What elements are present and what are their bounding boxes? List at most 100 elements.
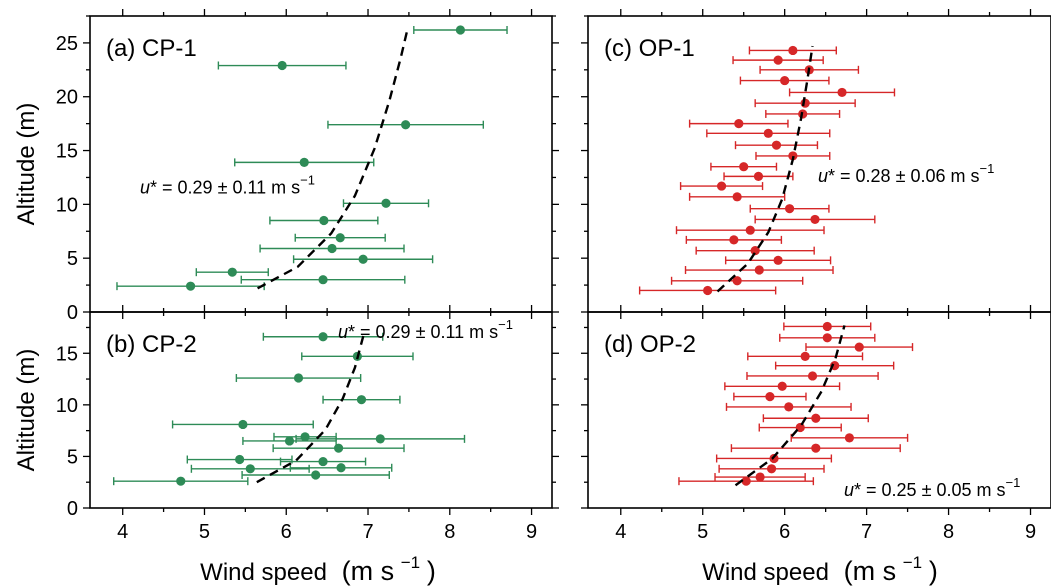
panel-frame bbox=[587, 311, 1051, 509]
data-point bbox=[745, 225, 755, 235]
data-point bbox=[822, 321, 832, 332]
data-point bbox=[300, 432, 310, 442]
panel-b: 4 5 6 7 8 9 0 5 10 15 (b) CP-2 u* = 0.29 ± 0.11 m s… bbox=[56, 305, 559, 543]
data-point bbox=[375, 434, 385, 444]
fit-curve bbox=[734, 325, 846, 487]
data-point bbox=[754, 265, 764, 275]
data-point bbox=[455, 25, 466, 35]
data-point bbox=[811, 413, 821, 423]
y-tick-label: 5 bbox=[67, 248, 78, 270]
data-point bbox=[238, 419, 248, 430]
data-point bbox=[732, 192, 742, 202]
data-point bbox=[750, 246, 760, 256]
ustar-exponent: −1 bbox=[1005, 475, 1020, 490]
data-point bbox=[333, 443, 344, 453]
x-axis-unit-exponent: −1 bbox=[903, 553, 922, 572]
data-point bbox=[765, 391, 775, 402]
panel-d: 4 5 6 7 8 9 (d) OP-2 u* = 0.25 ± 0.05 m s−1 bbox=[581, 305, 1051, 543]
x-tick-label: 5 bbox=[697, 521, 708, 543]
y-tick-label: 15 bbox=[56, 343, 78, 365]
data-point bbox=[766, 464, 777, 474]
data-point bbox=[277, 60, 287, 71]
x-axis-unit-exponent: −1 bbox=[401, 553, 420, 572]
data-point bbox=[807, 371, 818, 381]
x-tick-label: 4 bbox=[117, 521, 128, 543]
data-point bbox=[837, 87, 847, 98]
x-tick-label: 6 bbox=[779, 521, 790, 543]
data-point bbox=[734, 119, 744, 129]
y-tick-label: 10 bbox=[56, 194, 78, 216]
x-axis-label-text: Wind speed bbox=[702, 559, 829, 586]
data-point bbox=[318, 275, 328, 285]
x-axis-label-text: Wind speed bbox=[200, 559, 327, 586]
data-point bbox=[729, 235, 739, 245]
y-tick-label: 0 bbox=[67, 498, 78, 520]
data-point bbox=[185, 281, 196, 291]
data-point bbox=[741, 476, 751, 486]
data-point bbox=[810, 214, 820, 225]
data-point bbox=[773, 255, 783, 265]
ustar-annotation: u* = 0.29 ± 0.11 m s−1 bbox=[140, 173, 315, 198]
data-point bbox=[811, 443, 821, 453]
data-point bbox=[703, 285, 713, 296]
ustar-symbol: u bbox=[844, 480, 854, 500]
x-tick-label: 4 bbox=[615, 521, 626, 543]
x-axis-unit-open: (m s bbox=[342, 556, 394, 586]
data-point bbox=[245, 464, 255, 474]
data-point bbox=[335, 233, 345, 243]
panel-label: (c) OP-1 bbox=[604, 35, 695, 62]
data-point bbox=[777, 381, 787, 391]
data-point bbox=[822, 333, 832, 343]
data-point bbox=[401, 120, 411, 130]
data-point bbox=[311, 470, 321, 480]
data-point bbox=[716, 181, 727, 191]
ustar-annotation: u* = 0.29 ± 0.11 m s−1 bbox=[338, 317, 513, 342]
ustar-value: * = 0.29 ± 0.11 m s bbox=[348, 322, 498, 342]
panel-label: (b) CP-2 bbox=[106, 331, 197, 358]
data-point bbox=[780, 75, 790, 86]
x-tick-label: 7 bbox=[362, 521, 373, 543]
data-point bbox=[336, 463, 346, 473]
x-tick-label: 8 bbox=[943, 521, 954, 543]
data-point bbox=[176, 476, 186, 486]
y-tick-label: 5 bbox=[67, 446, 78, 468]
fit-curve bbox=[257, 29, 409, 290]
y-axis-label-bottom: Altitude (m) bbox=[13, 349, 40, 472]
data-point bbox=[227, 267, 237, 277]
x-axis-unit-close: ) bbox=[427, 556, 436, 586]
data-point bbox=[788, 151, 798, 161]
y-tick-label: 25 bbox=[56, 33, 78, 55]
data-point bbox=[771, 140, 782, 150]
x-tick-label: 6 bbox=[281, 521, 292, 543]
x-tick-label: 9 bbox=[1025, 521, 1036, 543]
data-point bbox=[788, 45, 798, 56]
data-point bbox=[732, 276, 742, 286]
data-point bbox=[319, 215, 329, 226]
y-axis-label-top: Altitude (m) bbox=[13, 103, 40, 226]
fit-curve bbox=[716, 45, 814, 293]
data-point bbox=[284, 436, 295, 446]
ustar-annotation: u* = 0.25 ± 0.05 m s−1 bbox=[844, 475, 1020, 500]
ustar-symbol: u bbox=[338, 322, 348, 342]
ustar-exponent: −1 bbox=[300, 173, 315, 188]
x-axis-label-left: Wind speed (m s −1 ) bbox=[200, 547, 436, 586]
data-point bbox=[753, 171, 764, 181]
ustar-value: * = 0.25 ± 0.05 m s bbox=[854, 480, 1005, 500]
ustar-symbol: u bbox=[818, 166, 828, 186]
data-point bbox=[800, 351, 810, 361]
ustar-value: * = 0.28 ± 0.06 m s bbox=[828, 166, 979, 186]
ustar-exponent: −1 bbox=[979, 161, 994, 176]
panel-frame bbox=[89, 311, 553, 509]
data-point bbox=[358, 254, 368, 264]
fit-curve bbox=[256, 333, 366, 484]
panel-a: 0 5 10 15 20 25 (a) CP-1 u* = 0.29 ± 0.11 m s−1 bbox=[56, 9, 559, 324]
data-point bbox=[773, 55, 783, 65]
panel-label: (d) OP-2 bbox=[604, 331, 696, 358]
x-axis-unit-open: (m s bbox=[844, 556, 896, 586]
data-point bbox=[784, 204, 795, 214]
data-point bbox=[235, 454, 245, 465]
x-axis-unit-close: ) bbox=[929, 556, 938, 586]
data-point bbox=[293, 373, 304, 383]
